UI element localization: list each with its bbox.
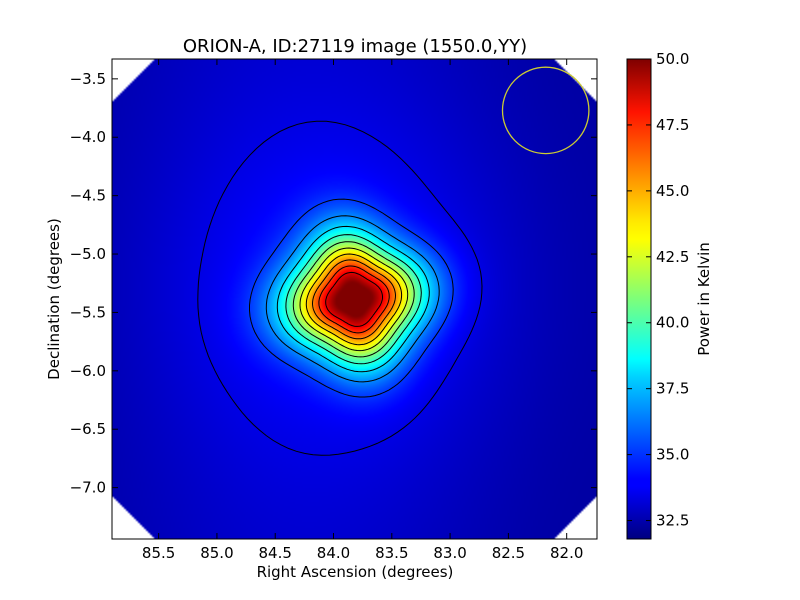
colorbar-tick-label: 40.0 [656, 314, 689, 332]
x-tick-label: 82.5 [492, 544, 525, 562]
colorbar-tick-label: 35.0 [656, 446, 689, 464]
heatmap-image [112, 59, 597, 539]
y-tick-label: −6.0 [70, 362, 106, 380]
colorbar-title: Power in Kelvin [695, 242, 713, 356]
y-axis-title: Declination (degrees) [45, 218, 63, 380]
contour-line [299, 247, 409, 352]
overlay [501, 66, 590, 155]
x-tick-label: 84.0 [317, 544, 350, 562]
y-tick-label: −4.0 [70, 128, 106, 146]
contour-lines [197, 120, 483, 456]
contour-line [249, 198, 454, 398]
contour-line [276, 225, 430, 373]
x-tick-label: 83.5 [375, 544, 408, 562]
y-tick-label: −7.0 [70, 479, 106, 497]
colorbar-ticks: 32.5 35.0 37.5 40.0 42.5 45.0 47.5 50.0 [627, 50, 689, 530]
y-tick-label: −5.5 [70, 303, 106, 321]
x-tick-label: 83.0 [433, 544, 466, 562]
beam-circle [501, 66, 590, 155]
chart-title: ORION-A, ID:27119 image (1550.0,YY) [183, 36, 527, 57]
contour-line [318, 265, 390, 334]
colorbar-tick-label: 50.0 [656, 50, 689, 68]
colorbar-tick-label: 47.5 [656, 116, 689, 134]
colorbar-tick-label: 42.5 [656, 248, 689, 266]
y-tick-label: −6.5 [70, 420, 106, 438]
contour-line [325, 271, 383, 327]
plot-frame [111, 58, 598, 540]
contour-line [285, 234, 422, 365]
colorbar-tick-label: 37.5 [656, 380, 689, 398]
y-tick-label: −5.0 [70, 245, 106, 263]
colorbar [626, 58, 652, 540]
y-tick-label: −3.5 [70, 70, 106, 88]
x-tick-label: 82.0 [550, 544, 583, 562]
colorbar-tick-label: 32.5 [656, 512, 689, 530]
contour-line [265, 215, 440, 383]
contour-line [197, 120, 483, 456]
x-tick-label: 85.5 [142, 544, 175, 562]
contour-line [292, 241, 415, 358]
contour-line [305, 253, 403, 346]
x-axis: 85.5 85.0 84.5 84.0 83.5 83.0 82.5 82.0 [142, 59, 583, 562]
x-tick-label: 85.0 [200, 544, 233, 562]
y-axis: −3.5 −4.0 −4.5 −5.0 −5.5 −6.0 −6.5 −7.0 [70, 70, 597, 497]
x-tick-label: 84.5 [259, 544, 292, 562]
plot-area [112, 59, 597, 539]
colorbar-tick-label: 45.0 [656, 182, 689, 200]
y-tick-label: −4.5 [70, 187, 106, 205]
contour-line [311, 259, 397, 340]
x-axis-title: Right Ascension (degrees) [257, 563, 454, 581]
